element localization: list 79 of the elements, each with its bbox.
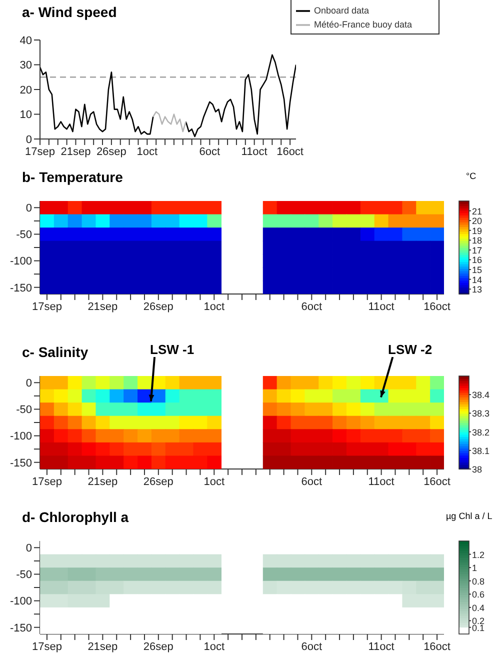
x-tick-label: 1oct [204, 476, 225, 488]
text: LSW -1 [150, 342, 194, 357]
y-tick-label: -150 [10, 622, 32, 634]
x-tick-label: 16oct [424, 476, 450, 488]
color-bar-label: 15 [472, 265, 482, 276]
y-tick-label: -50 [16, 404, 32, 416]
y-tick-label: -100 [10, 256, 32, 268]
x-tick-label: 6oct [301, 640, 322, 653]
color-bar-label: 14 [472, 274, 482, 285]
x-tick-label: 11oct [241, 146, 268, 158]
color-bar-label: 38.2 [472, 427, 490, 438]
x-tick-label: 21sep [88, 300, 118, 313]
y-tick-label: 40 [20, 34, 32, 47]
color-bar-label: 20 [472, 216, 482, 226]
chart-title: a- Wind speed [22, 4, 117, 20]
x-tick-label: 21sep [88, 640, 118, 653]
color-bar-label: 1 [472, 563, 478, 574]
x-tick-label: 26sep [143, 640, 174, 653]
y-tick-label: 0 [26, 542, 32, 555]
x-tick-label: 11oct [368, 300, 394, 313]
legend-label: Onboard data [314, 5, 370, 16]
color-bar-label: 0.8 [472, 576, 485, 586]
color-bar-label: 38.1 [472, 446, 490, 456]
legend-label: Météo-France buoy data [314, 19, 412, 30]
color-bar-label: 17 [472, 245, 482, 256]
x-tick-label: 1oct [204, 300, 225, 313]
x-tick-label: 26sep [143, 300, 174, 313]
chart-title: d- Chlorophyll a [22, 509, 129, 525]
color-bar-label: 19 [472, 226, 482, 236]
colorbar: 38 38.1 38.2 38.3 38.4 [458, 371, 497, 474]
x-tick-label: 21sep [60, 146, 91, 158]
color-bar-label: 0.1 [472, 622, 485, 633]
x-tick-label: 17sep [32, 476, 62, 488]
color-bar-label: 38.3 [472, 408, 490, 419]
color-bar-label: 18 [472, 236, 482, 246]
x-tick-label: 11oct [368, 476, 394, 488]
color-bar-label: 0.6 [472, 590, 485, 600]
x-tick-label: 16oct [424, 300, 450, 313]
colorbar: 13 14 15 16 17 18 19 20 21 [458, 196, 497, 299]
color-bar-label: 1.2 [472, 550, 485, 560]
y-tick-label: 10 [20, 109, 32, 122]
color-bar-label: 21 [472, 206, 482, 216]
color-bar-label: 0.4 [472, 602, 485, 613]
x-tick-label: 17sep [32, 300, 62, 313]
y-tick-label: -150 [10, 457, 32, 470]
x-tick-label: 1oct [136, 146, 158, 158]
color-bar-label: 38.4 [472, 390, 490, 400]
color-bar-label: 16 [472, 255, 482, 266]
chart-title: b- Temperature [22, 169, 123, 185]
x-tick-label: 1oct [204, 640, 225, 653]
y-tick-label: 20 [20, 84, 32, 96]
x-tick-label: 16oct [424, 640, 450, 653]
color-bar-title: °C [466, 171, 476, 181]
y-tick-label: 0 [26, 134, 32, 146]
x-tick-label: 6oct [199, 146, 220, 158]
y-tick-label: -50 [16, 569, 32, 582]
x-tick-label: 26sep [96, 146, 126, 158]
x-tick-label: 16oct [276, 146, 304, 158]
y-tick-label: -100 [10, 430, 32, 443]
colorbar: 0.1 0.2 0.4 0.6 0.8 1 1.2 [458, 536, 497, 639]
x-tick-label: 17sep [25, 146, 55, 158]
x-tick-label: 21sep [88, 476, 118, 488]
color-bar-label: 13 [472, 284, 482, 295]
y-tick-label: 0 [26, 378, 32, 390]
y-tick-label: 30 [20, 60, 32, 72]
y-tick-label: -100 [10, 596, 32, 608]
text: LSW -2 [388, 342, 432, 357]
color-bar-label: 38 [472, 464, 482, 474]
y-tick-label: 0 [26, 202, 32, 215]
x-tick-label: 6oct [301, 300, 322, 313]
color-bar-title: µg Chl a / L [446, 511, 492, 521]
line-series [152, 111, 187, 132]
y-tick-label: -50 [16, 229, 32, 242]
chart-title: c- Salinity [22, 344, 88, 360]
y-tick-label: -150 [10, 282, 32, 294]
x-tick-label: 6oct [301, 476, 322, 488]
x-tick-label: 11oct [368, 640, 394, 653]
x-tick-label: 26sep [143, 476, 174, 488]
x-tick-label: 17sep [32, 640, 62, 653]
